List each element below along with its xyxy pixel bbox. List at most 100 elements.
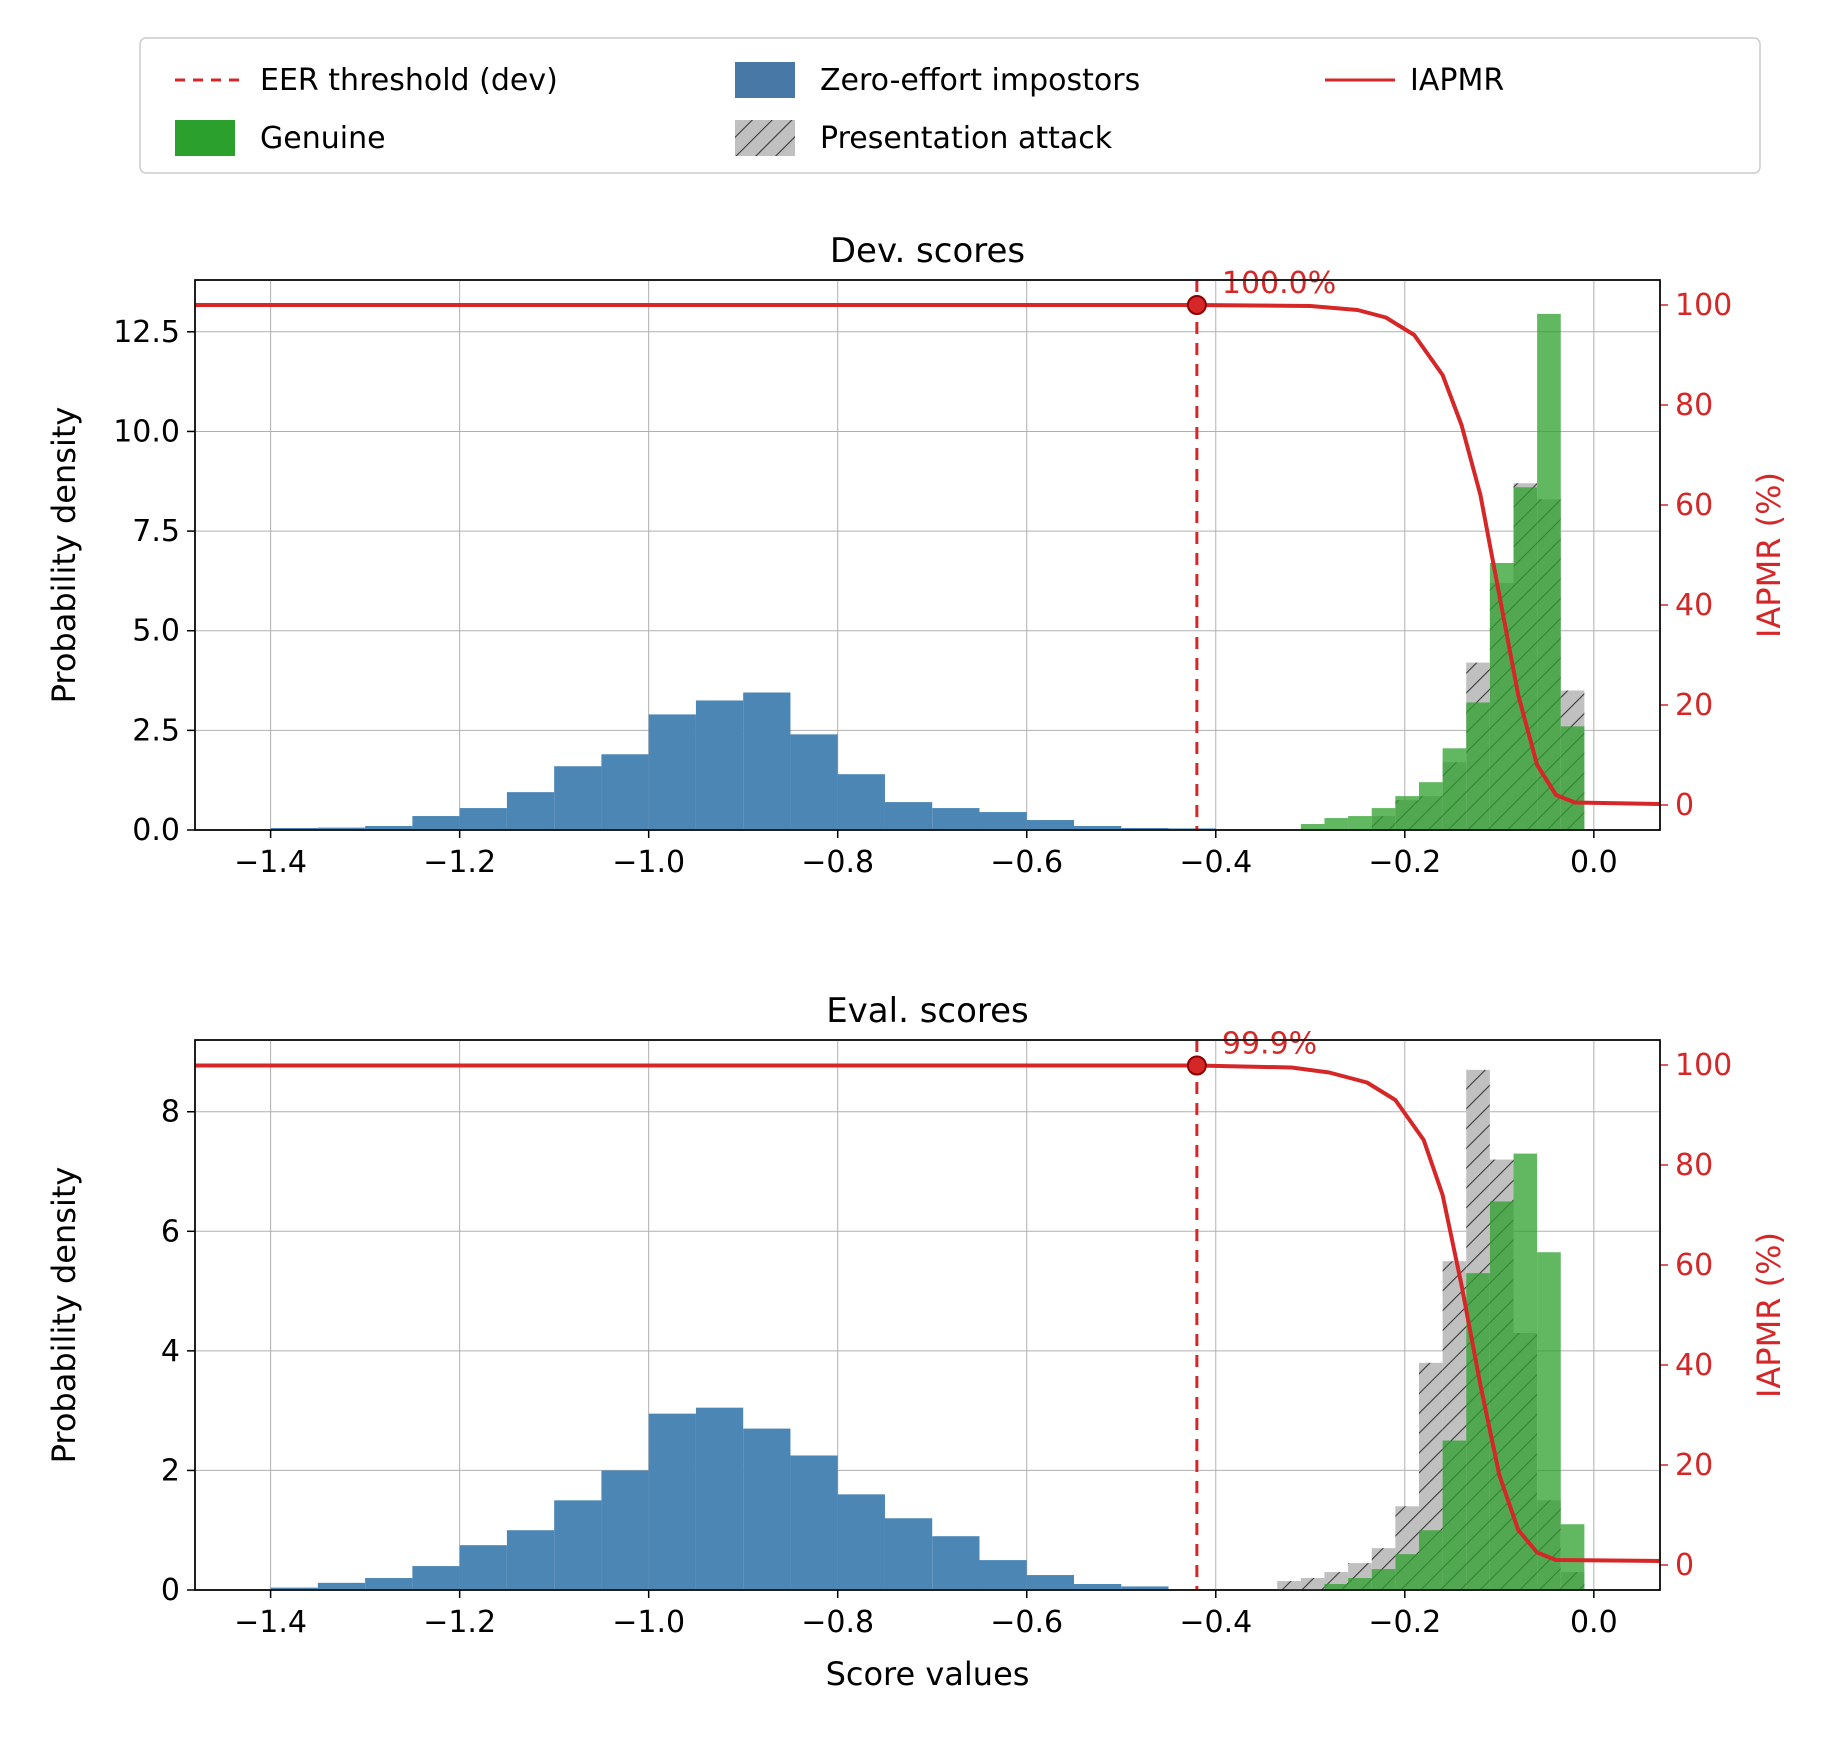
impostor-bar — [1027, 820, 1074, 830]
legend-label: Genuine — [260, 121, 386, 156]
xtick-label: −0.4 — [1179, 1605, 1252, 1640]
right-ytick-label: 100 — [1675, 288, 1732, 323]
impostor-bar — [790, 1455, 837, 1590]
right-ytick-label: 20 — [1675, 1448, 1713, 1483]
impostor-bar — [365, 1578, 412, 1590]
legend-swatch — [735, 120, 795, 156]
legend-label: IAPMR — [1410, 63, 1504, 98]
impostor-bar — [649, 714, 696, 830]
ytick-label: 10.0 — [113, 414, 180, 449]
impostor-bar — [790, 734, 837, 830]
legend-label: Presentation attack — [820, 121, 1113, 156]
ytick-label: 5.0 — [132, 614, 180, 649]
right-ytick-label: 100 — [1675, 1048, 1732, 1083]
right-ytick-label: 40 — [1675, 1348, 1713, 1383]
yaxis-label: Probability density — [45, 407, 83, 704]
genuine-bar — [1395, 796, 1419, 830]
xtick-label: −1.2 — [423, 845, 496, 880]
impostor-bar — [1027, 1575, 1074, 1590]
iapmr-curve — [195, 305, 1660, 804]
impostor-bar — [649, 1414, 696, 1590]
impostor-bar — [318, 1583, 365, 1590]
xtick-label: −1.4 — [234, 845, 307, 880]
impostor-bar — [838, 774, 885, 830]
right-ytick-label: 0 — [1675, 1548, 1694, 1583]
attack-bar — [1301, 1578, 1325, 1590]
impostor-bar — [885, 802, 932, 830]
ytick-label: 0.0 — [132, 813, 180, 848]
genuine-bar — [1372, 1569, 1396, 1590]
subplot-title: Dev. scores — [830, 231, 1025, 271]
genuine-bar — [1514, 487, 1538, 830]
impostor-bar — [696, 700, 743, 830]
right-ytick-label: 80 — [1675, 1148, 1713, 1183]
impostor-bar — [601, 754, 648, 830]
xtick-label: −0.6 — [990, 1605, 1063, 1640]
genuine-bar — [1466, 702, 1490, 830]
genuine-bar — [1419, 782, 1443, 830]
impostor-bar — [412, 816, 459, 830]
impostor-bar — [838, 1494, 885, 1590]
yaxis-label: Probability density — [45, 1167, 83, 1464]
figure: EER threshold (dev)GenuineZero-effort im… — [20, 20, 1835, 1723]
xtick-label: −1.0 — [612, 1605, 685, 1640]
genuine-bar — [1537, 1252, 1561, 1590]
right-ytick-label: 60 — [1675, 1248, 1713, 1283]
iapmr-annotation: 100.0% — [1222, 266, 1336, 301]
genuine-bar — [1419, 1530, 1443, 1590]
impostor-bar — [507, 1530, 554, 1590]
impostor-bar — [885, 1518, 932, 1590]
iapmr-marker — [1188, 296, 1206, 314]
impostor-bar — [507, 792, 554, 830]
ytick-label: 0 — [161, 1573, 180, 1608]
xaxis-label: Score values — [826, 1655, 1030, 1693]
legend-swatch — [735, 62, 795, 98]
ytick-label: 4 — [161, 1334, 180, 1369]
xtick-label: −1.4 — [234, 1605, 307, 1640]
impostor-bar — [932, 808, 979, 830]
ytick-label: 2.5 — [132, 713, 180, 748]
impostor-bar — [696, 1408, 743, 1590]
ytick-label: 6 — [161, 1214, 180, 1249]
xtick-label: −0.6 — [990, 845, 1063, 880]
ytick-label: 7.5 — [132, 514, 180, 549]
impostor-bar — [554, 1500, 601, 1590]
impostor-bar — [743, 693, 790, 831]
genuine-bar — [1561, 726, 1585, 830]
genuine-bar — [1348, 816, 1372, 830]
plot-frame — [195, 280, 1660, 830]
right-yaxis-label: IAPMR (%) — [1750, 1232, 1788, 1398]
legend-swatch — [175, 120, 235, 156]
impostor-bar — [1074, 1584, 1121, 1590]
genuine-bar — [1324, 818, 1348, 830]
genuine-bar — [1537, 314, 1561, 830]
xtick-label: −1.0 — [612, 845, 685, 880]
xtick-label: −0.2 — [1368, 1605, 1441, 1640]
genuine-bar — [1443, 748, 1467, 830]
legend-label: EER threshold (dev) — [260, 63, 558, 98]
right-ytick-label: 80 — [1675, 388, 1713, 423]
impostor-bar — [460, 808, 507, 830]
right-ytick-label: 40 — [1675, 588, 1713, 623]
chart-svg: EER threshold (dev)GenuineZero-effort im… — [20, 20, 1835, 1723]
genuine-bar — [1324, 1584, 1348, 1590]
genuine-bar — [1561, 1524, 1585, 1590]
impostor-bar — [932, 1536, 979, 1590]
subplot-title: Eval. scores — [826, 991, 1029, 1031]
xtick-label: 0.0 — [1570, 1605, 1618, 1640]
ytick-label: 2 — [161, 1453, 180, 1488]
iapmr-annotation: 99.9% — [1222, 1027, 1317, 1062]
ytick-label: 8 — [161, 1095, 180, 1130]
impostor-bar — [979, 812, 1026, 830]
xtick-label: −0.8 — [801, 845, 874, 880]
xtick-label: −0.4 — [1179, 845, 1252, 880]
xtick-label: −1.2 — [423, 1605, 496, 1640]
impostor-bar — [743, 1429, 790, 1590]
right-ytick-label: 20 — [1675, 688, 1713, 723]
impostor-bar — [979, 1560, 1026, 1590]
impostor-bar — [460, 1545, 507, 1590]
xtick-label: −0.8 — [801, 1605, 874, 1640]
attack-bar — [1277, 1581, 1301, 1590]
xtick-label: −0.2 — [1368, 845, 1441, 880]
impostor-bar — [554, 766, 601, 830]
